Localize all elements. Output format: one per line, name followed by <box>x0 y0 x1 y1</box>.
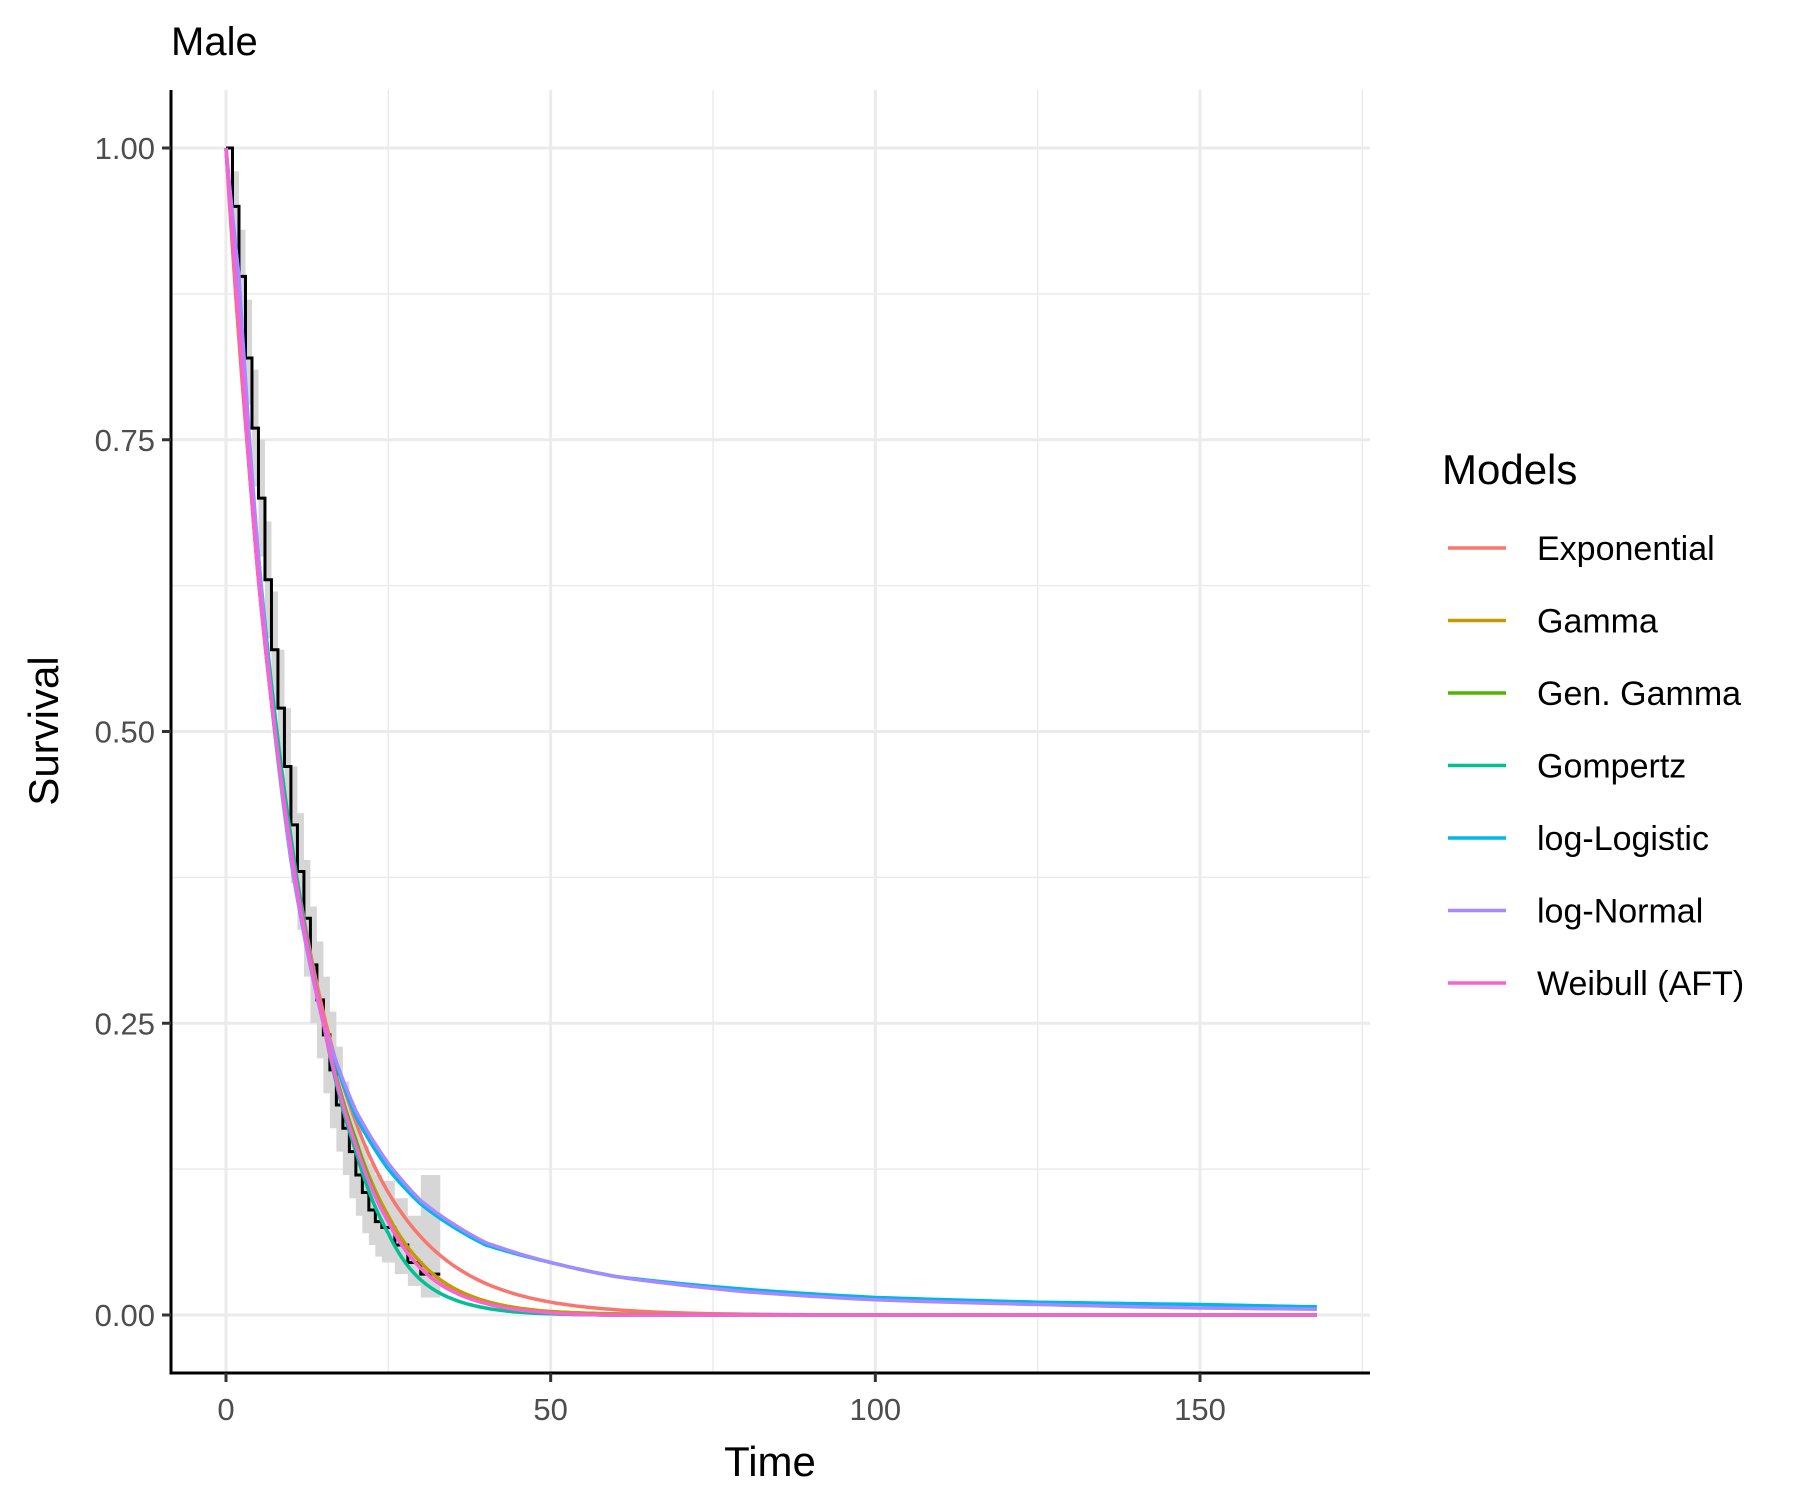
legend-item: Weibull (AFT) <box>1448 965 1744 1003</box>
x-tick-label: 150 <box>1174 1392 1226 1427</box>
legend-label: Gamma <box>1537 603 1658 641</box>
legend-label: log-Logistic <box>1537 820 1709 858</box>
legend-label: Gompertz <box>1537 748 1686 786</box>
legend-item: Gamma <box>1448 603 1658 641</box>
legend-item: log-Normal <box>1448 893 1703 931</box>
x-tick-label: 0 <box>217 1392 234 1427</box>
model-curves <box>224 147 1317 1317</box>
confidence-band-area <box>226 148 441 1298</box>
y-tick-label: 0.75 <box>95 423 155 458</box>
legend-label: Gen. Gamma <box>1537 675 1741 713</box>
y-tick-label: 0.00 <box>95 1298 155 1333</box>
series-line-log-normal <box>224 147 1317 1311</box>
y-tick-label: 1.00 <box>95 131 155 166</box>
axes: 0 50 100 150 0.00 0.25 0.50 0.75 1.00 <box>95 90 1370 1427</box>
y-tick-label: 0.50 <box>95 715 155 750</box>
legend-item: Gen. Gamma <box>1448 675 1741 713</box>
y-tick-label: 0.25 <box>95 1006 155 1041</box>
confidence-band <box>226 148 441 1298</box>
series-line-log-logistic <box>224 147 1317 1309</box>
legend-label: log-Normal <box>1537 893 1703 931</box>
chart-title: Male <box>171 20 258 64</box>
series-line-weibull-aft- <box>224 147 1317 1317</box>
legend-item: log-Logistic <box>1448 820 1709 858</box>
legend-title: Models <box>1442 446 1577 493</box>
legend-label: Weibull (AFT) <box>1537 965 1744 1003</box>
legend-item: Gompertz <box>1448 748 1686 786</box>
x-tick-label: 50 <box>533 1392 567 1427</box>
legend-label: Exponential <box>1537 530 1715 568</box>
x-axis-title: Time <box>724 1438 816 1485</box>
x-tick-label: 100 <box>849 1392 901 1427</box>
legend-item: Exponential <box>1448 530 1715 568</box>
legend: Exponential Gamma Gen. Gamma Gompertz log-Lo… <box>1448 530 1744 1003</box>
y-axis-title: Survival <box>20 656 67 805</box>
